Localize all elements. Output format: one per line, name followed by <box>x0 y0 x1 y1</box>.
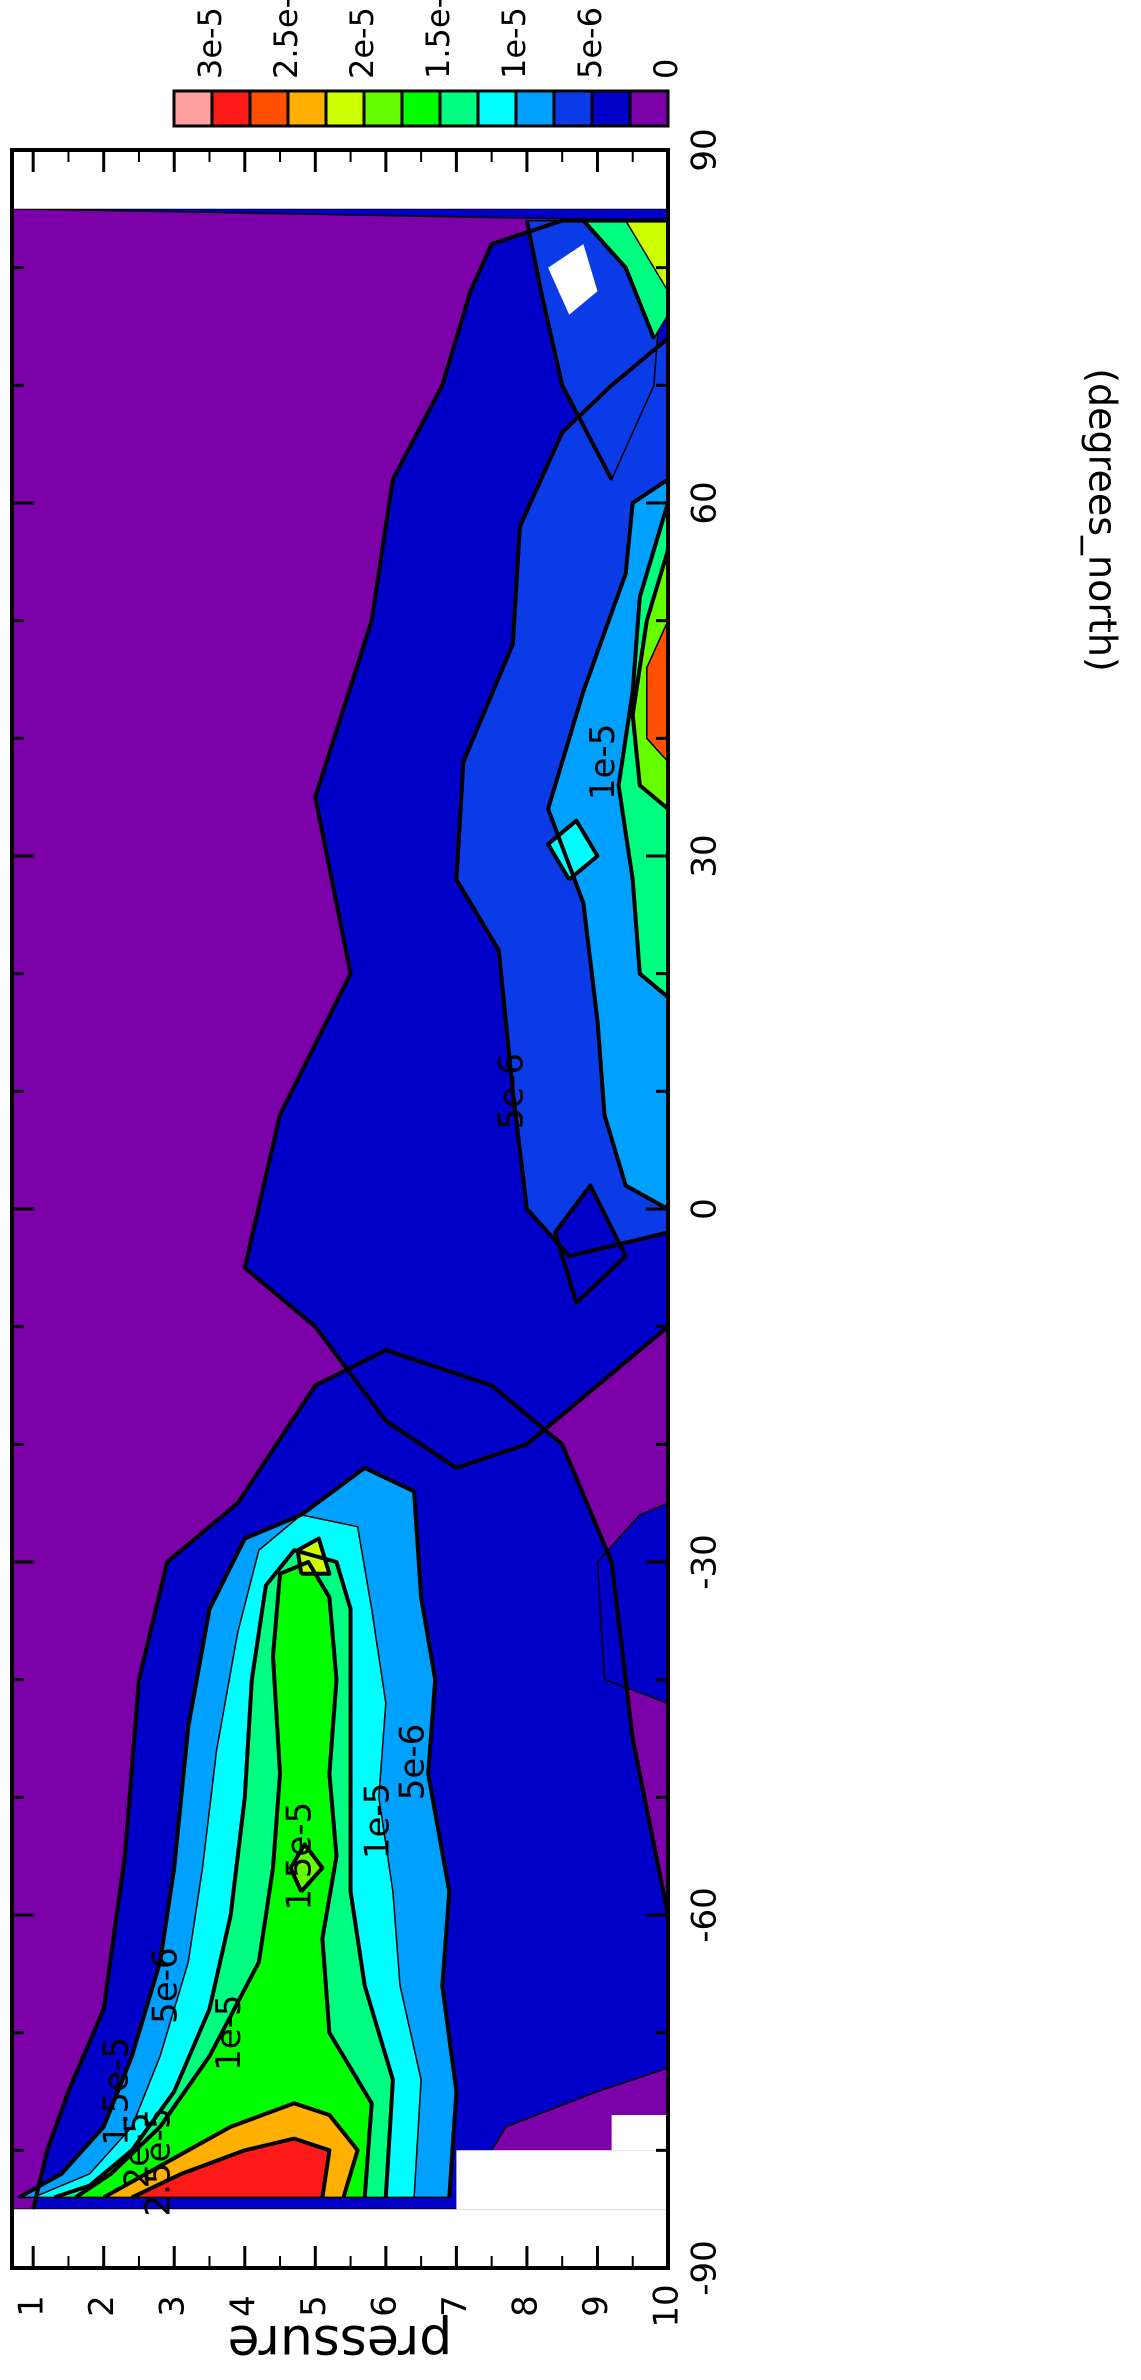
colorbar-label: 5e-6 <box>571 7 609 79</box>
contour-label: 1e-5 <box>583 724 623 800</box>
contour-line <box>131 2136 332 2200</box>
y-axis-label: pressure <box>228 2313 453 2373</box>
contour-line <box>581 219 656 340</box>
y-tick-label: 6 <box>364 2295 404 2317</box>
colorbar-label: 2.5e-5 <box>267 0 305 79</box>
contour-line <box>454 336 670 1259</box>
colorbar-swatch <box>210 89 252 128</box>
y-tick-label: 10 <box>647 2284 687 2327</box>
contour-label: 5e-6 <box>146 1947 186 2023</box>
colorbar-label: 2e-5 <box>343 7 381 79</box>
colorbar-swatch <box>362 89 404 128</box>
contour-line <box>553 1183 628 1305</box>
contour-line <box>18 1465 459 2200</box>
y-tick-label: 7 <box>435 2295 475 2317</box>
colorbar-label: 0 <box>647 59 685 79</box>
y-tick-label: 2 <box>82 2295 122 2317</box>
colorbar-swatch <box>552 89 594 128</box>
y-tick-label: 5 <box>294 2295 334 2317</box>
colorbar: 0 5e-6 1e-5 1.5e-5 2e-5 2.5e-5 3e-5 <box>172 0 685 128</box>
contour-line <box>53 1548 395 2200</box>
missing-data-patch <box>12 2209 668 2268</box>
contour-line <box>546 477 670 1211</box>
x-tick-label: 30 <box>685 834 725 877</box>
contour-label: 1.5e-5 <box>96 2037 136 2146</box>
contour-line <box>524 220 614 481</box>
contour-line <box>102 2101 360 2200</box>
y-tick-label: 3 <box>153 2295 193 2317</box>
colorbar-swatch <box>324 89 366 128</box>
contour-line <box>288 1842 325 1893</box>
x-tick-label: 90 <box>685 128 725 171</box>
colorbar-swatch <box>476 89 518 128</box>
contour-line <box>242 218 670 1470</box>
colorbar-swatch <box>172 89 214 128</box>
contour-line <box>31 1348 670 2210</box>
contour-line <box>546 818 600 882</box>
colorbar-label: 3e-5 <box>191 7 229 79</box>
missing-data-patch <box>456 2150 668 2210</box>
contour-line <box>74 1560 374 2200</box>
contour-label: 5e-6 <box>393 1724 433 1800</box>
y-tick-label: 9 <box>576 2295 616 2317</box>
y-tick-label: 8 <box>505 2295 545 2317</box>
colorbar-swatch <box>400 89 442 128</box>
contour-label: 2.5e-5 <box>139 2108 179 2217</box>
colorbar-label: 1.5e-5 <box>419 0 457 79</box>
colorbar-swatch <box>628 89 670 128</box>
y-tick-label: 1 <box>12 2295 52 2317</box>
contour-line <box>616 502 670 999</box>
missing-data-patch <box>12 150 668 209</box>
colorbar-swatch <box>438 89 480 128</box>
colorbar-swatch <box>514 89 556 128</box>
colorbar-label: 1e-5 <box>495 7 533 79</box>
colorbar-swatch <box>248 89 290 128</box>
y-tick-label: 4 <box>223 2295 263 2317</box>
x-tick-label: 0 <box>685 1198 725 1220</box>
plot-layer: 5e-61e-51.5e-52e-52.5e-51.5e-5 1e-55e-65e… <box>10 148 670 2270</box>
contour-line <box>630 549 670 811</box>
contour-label: 1e-5 <box>357 1783 397 1859</box>
x-tick-label: -90 <box>685 2240 725 2296</box>
tick-layer: -90 -60 -30 0 30 60 90 1 2 3 4 5 6 7 8 9 10 <box>12 128 725 2327</box>
contour-label: 1e-5 <box>209 1994 249 2070</box>
missing-data-patch <box>548 244 598 315</box>
contour-label: 5e-6 <box>491 1053 531 1129</box>
contour-label: 1.5e-5 <box>280 1802 320 1911</box>
contour-line <box>295 1536 332 1576</box>
x-axis-label: (degrees_north) <box>1081 368 1125 672</box>
missing-data-patch <box>611 2115 668 2151</box>
x-tick-label: 60 <box>685 481 725 524</box>
x-tick-label: -30 <box>685 1534 725 1590</box>
x-tick-label: -60 <box>685 1887 725 1943</box>
colorbar-swatch <box>590 89 632 128</box>
contour-label: 2e-5 <box>118 2112 158 2188</box>
colorbar-swatch <box>286 89 328 128</box>
